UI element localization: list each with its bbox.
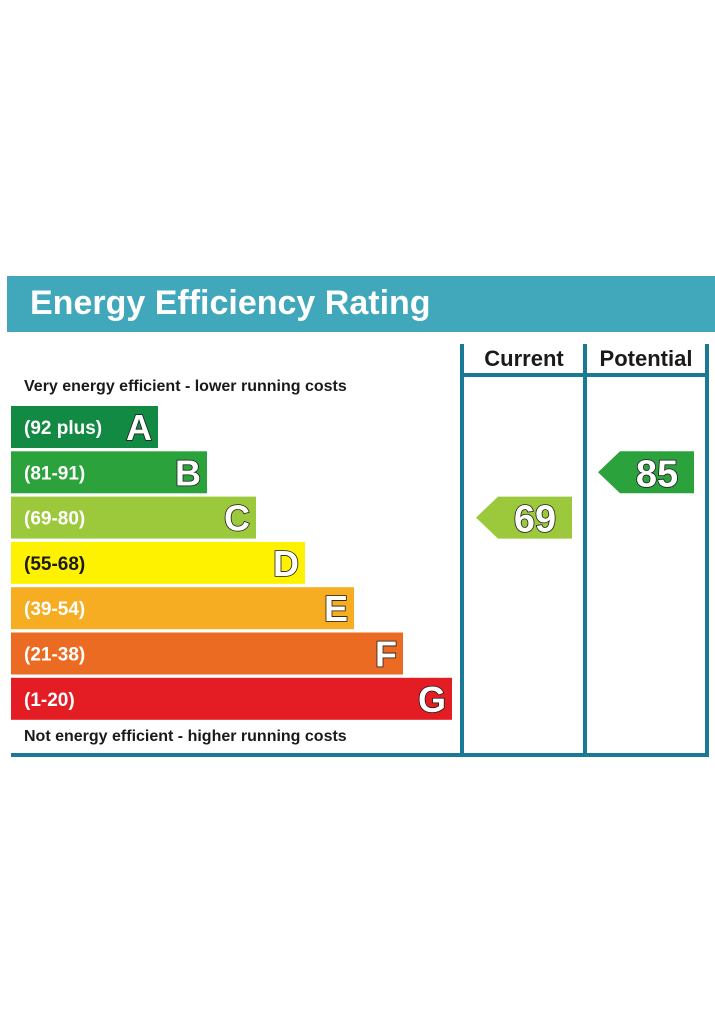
potential-rating-arrow [598, 451, 694, 494]
band-letter-e: E [324, 588, 348, 629]
band-e [11, 587, 354, 630]
band-letter-d: D [273, 543, 299, 584]
band-letter-g: G [418, 679, 446, 720]
band-b [11, 451, 207, 494]
band-d [11, 541, 305, 584]
header-banner: Energy Efficiency Rating [7, 276, 715, 332]
current-rating-value: 69 [514, 499, 556, 541]
band-range-g: (1-20) [24, 690, 75, 711]
band-f [11, 632, 403, 675]
band-range-f: (21-38) [24, 645, 85, 666]
rating-bands: (92 plus) A (81-91) B (69-80) C (55-68) D (39-54… [11, 406, 452, 721]
column-header-current: Current [484, 346, 564, 371]
potential-rating-value: 85 [636, 453, 678, 495]
band-letter-b: B [175, 452, 201, 493]
band-range-d: (55-68) [24, 554, 85, 575]
band-g [11, 677, 452, 720]
page-title: Energy Efficiency Rating [30, 284, 431, 322]
band-range-c: (69-80) [24, 509, 85, 530]
band-letter-f: F [375, 634, 397, 675]
band-range-a: (92 plus) [24, 418, 102, 439]
current-rating-arrow [476, 496, 572, 539]
band-range-b: (81-91) [24, 463, 85, 484]
top-note: Very energy efficient - lower running co… [24, 378, 347, 395]
rating-markers: 69 85 [476, 451, 694, 541]
bottom-note: Not energy efficient - higher running co… [24, 728, 347, 745]
band-c [11, 496, 256, 539]
band-letter-c: C [224, 498, 250, 539]
band-letter-a: A [126, 407, 152, 448]
band-a [11, 406, 158, 448]
band-range-e: (39-54) [24, 599, 85, 620]
column-header-potential: Potential [600, 346, 693, 371]
